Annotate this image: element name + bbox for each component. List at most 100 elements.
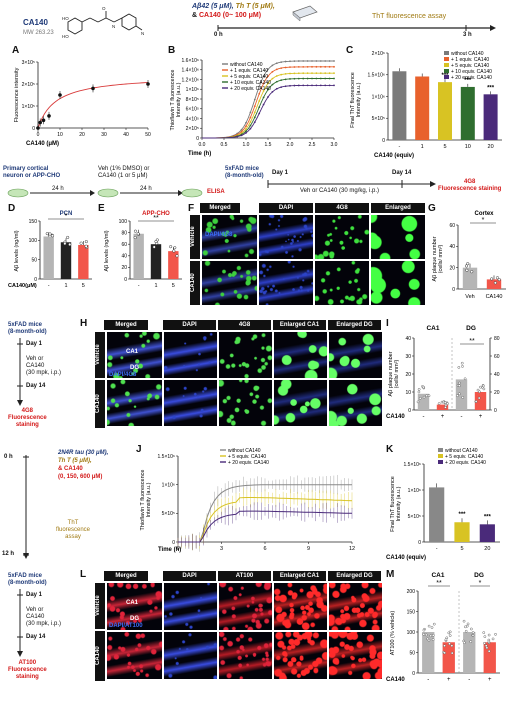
i-dot	[443, 401, 447, 405]
h-col-enl-dg: Enlarged DG	[328, 320, 381, 330]
b-y-tick-label: 6×10⁵	[186, 107, 199, 113]
b-series-line	[202, 84, 334, 139]
k-legend-swatch	[438, 460, 443, 464]
c-legend-label: + 20 equiv. CA140	[451, 75, 492, 81]
k-y-tick-label: 1.5×10⁶	[404, 462, 422, 468]
i-yl-tick-label: 10	[405, 390, 411, 396]
G-dot	[497, 278, 501, 282]
b-x-tick-label: 1.5	[265, 142, 272, 148]
micrograph-tile	[164, 632, 217, 679]
a-y-tick-label: 3×10⁵	[22, 60, 35, 66]
j-x-tick-label: 6	[263, 546, 266, 552]
G-y-tick-label: 20	[449, 265, 455, 271]
micrograph-tile	[219, 332, 272, 378]
flow-mouse-day14: Day 14	[392, 170, 412, 176]
a-x-tick-label: 40	[123, 132, 129, 138]
a-y-tick-label: 1×10⁵	[22, 104, 35, 110]
flow-mouse-day1: Day 1	[272, 170, 289, 176]
e-x-tick-label: 1	[154, 283, 157, 289]
D-dot	[66, 235, 70, 239]
m-dot	[463, 641, 466, 644]
micrograph-tile	[315, 215, 369, 259]
e-title: APP-CHO	[142, 211, 170, 217]
c-bar	[483, 94, 498, 140]
l-roi-ca1: CA1	[126, 600, 139, 606]
b-y-tick-label: 2×10⁵	[186, 126, 199, 132]
c-y-tick-label: 1×10⁶	[372, 94, 385, 100]
i-dot	[476, 388, 480, 392]
g-x-tick-label: CA140	[486, 294, 503, 300]
k-x-tick-label: -	[436, 546, 438, 552]
a-point	[36, 126, 40, 130]
m-y-tick-label: 0	[412, 671, 415, 677]
l-col-enl-ca1: Enlarged CA1	[273, 571, 326, 581]
assay-reagents-1: Aβ42 (5 μM), Th T (5 μM),	[192, 3, 275, 10]
micrograph-tile	[164, 380, 217, 426]
j-x-tick-label: 12	[349, 546, 355, 552]
i-yl-tick-label: 20	[405, 372, 411, 378]
m-bar	[442, 642, 455, 673]
flow-cell-end: ELISA	[207, 189, 225, 195]
micrograph-tile	[274, 583, 327, 630]
k-ylabel: Intensity (a.u.)	[396, 486, 402, 521]
c-legend-label: + 10 equiv. CA140	[451, 69, 492, 75]
m-dot	[487, 649, 491, 653]
flowj-arrow	[23, 455, 29, 559]
E-bar	[150, 244, 162, 279]
i-yl-tick-label: 0	[408, 408, 411, 414]
i-dot	[482, 387, 486, 391]
G-y-tick-label: 40	[449, 244, 455, 250]
i-x-tick-label: +	[479, 414, 483, 420]
panel-f-label: F	[188, 203, 195, 214]
h-col-dapi: DAPI	[163, 320, 216, 330]
m-ylabel: AT100 (% vehicle)	[390, 611, 396, 656]
k-y-tick-label: 1×10⁶	[408, 488, 421, 494]
a-point	[38, 120, 42, 125]
c-y-tick-label: 2×10⁶	[372, 51, 385, 57]
m-dot	[431, 633, 435, 637]
c-x-tick-label: 10	[465, 144, 471, 150]
a-x-tick-label: 10	[57, 132, 63, 138]
b-y-tick-label: 8×10⁵	[186, 97, 199, 103]
G-dot	[495, 276, 500, 280]
l-col-dapi: DAPI	[163, 571, 216, 581]
D-dot	[50, 234, 55, 238]
c-legend-swatch	[444, 63, 449, 67]
panel-h-micrographs	[107, 332, 382, 428]
k-sig: ***	[458, 512, 466, 518]
c-bar	[460, 86, 475, 140]
m-dot	[471, 634, 475, 637]
i-bar	[474, 392, 487, 410]
E-dot	[173, 246, 177, 250]
i-bar	[417, 393, 430, 410]
j-y-tick-label: 0	[172, 540, 175, 546]
E-dot	[169, 245, 173, 249]
m-dot	[443, 651, 446, 655]
b-x-tick-label: 0.0	[199, 142, 206, 148]
micrograph-tile	[274, 332, 327, 378]
i-dot	[478, 390, 481, 394]
svg-text:O: O	[102, 6, 106, 11]
panel-g-chart: 0 20 40 60 Cortex* Veh CA140 Aβ plaque number (c…	[432, 211, 506, 300]
j-xlabel: Time (h)	[158, 547, 181, 553]
b-legend-label: + 10 equiv. CA140	[230, 80, 271, 86]
panel-j-label: J	[136, 444, 142, 455]
b-legend-label: + 1 equiv. CA140	[230, 68, 268, 74]
E-dot	[136, 232, 140, 236]
m-dot	[432, 622, 436, 626]
c-ylabel: Intensity (a.u.)	[356, 82, 362, 117]
i-dot	[482, 384, 485, 388]
b-legend-label: + 5 equiv. CA140	[230, 74, 268, 80]
g-ylabel: (cells/ mm²)	[438, 244, 444, 273]
j-legend-label: + 20 equiv. CA140	[228, 460, 269, 466]
m-dot	[448, 630, 452, 634]
i-xlabel: CA140	[386, 414, 405, 420]
micrograph-tile	[107, 632, 162, 679]
timeline-start: 0 h	[214, 32, 223, 38]
l-col-merged: Merged	[104, 571, 148, 581]
e-x-tick-label: 5	[172, 283, 175, 289]
micrograph-tile	[107, 380, 162, 426]
panel-f-micrographs	[202, 215, 425, 305]
h-col-4g8: 4G8	[218, 320, 271, 330]
E-dot	[152, 245, 156, 249]
